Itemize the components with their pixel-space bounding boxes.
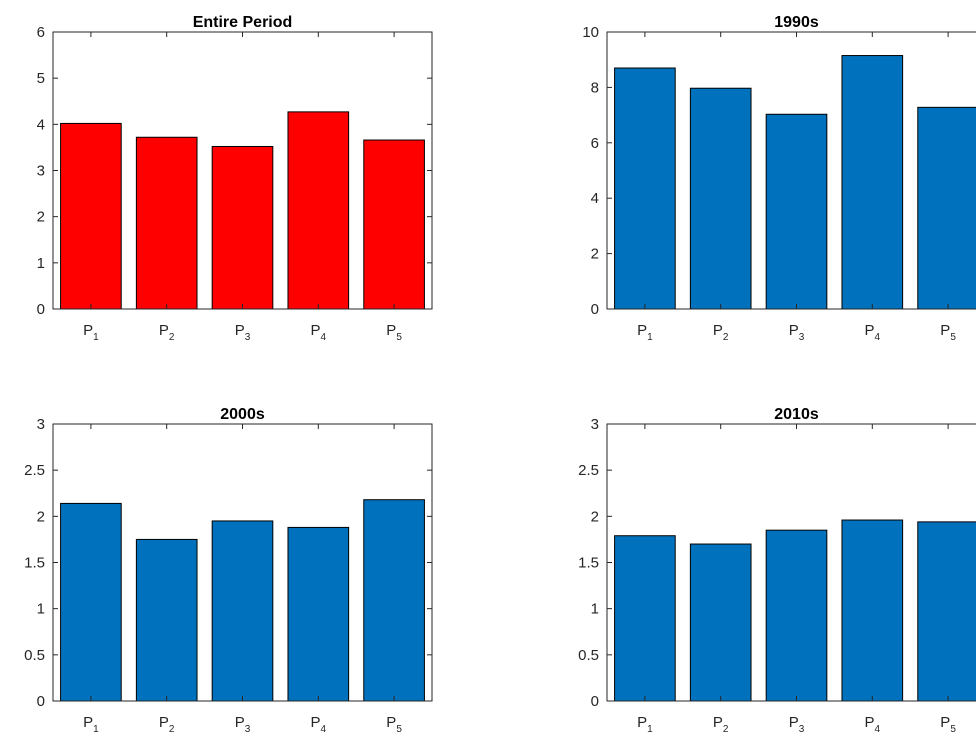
x-tick-label: P2 [159, 714, 175, 735]
chart-title: 2000s [220, 406, 265, 423]
y-tick-label: 1.5 [24, 555, 45, 572]
x-tick-label: P4 [311, 714, 327, 735]
bar [689, 543, 752, 702]
bar [765, 113, 828, 310]
x-tick-label: P1 [637, 714, 653, 735]
y-tick-label: 1 [37, 255, 45, 272]
x-tick-label: P3 [789, 714, 805, 735]
y-tick-label: 4 [591, 190, 599, 207]
y-tick-label: 6 [37, 24, 45, 41]
y-tick-label: 3 [37, 416, 45, 433]
y-tick-label: 5 [37, 70, 45, 87]
y-tick-label: 0 [591, 301, 599, 318]
y-tick-label: 0.5 [24, 647, 45, 664]
x-tick-label: P1 [637, 322, 653, 343]
x-tick-label: P3 [789, 322, 805, 343]
y-tick-label: 8 [591, 79, 599, 96]
y-tick-label: 6 [591, 135, 599, 152]
y-tick-label: 0 [37, 693, 45, 710]
bar [211, 520, 274, 702]
y-tick-label: 0.5 [578, 647, 599, 664]
x-tick-label: P2 [713, 322, 729, 343]
bar [689, 87, 752, 310]
y-tick-label: 10 [582, 24, 599, 41]
y-tick-label: 2.5 [578, 462, 599, 479]
x-tick-label: P4 [865, 714, 881, 735]
x-tick-label: P5 [386, 322, 402, 343]
bar [135, 136, 198, 310]
y-tick-label: 2 [591, 508, 599, 525]
y-tick-label: 1 [591, 601, 599, 618]
x-tick-label: P1 [83, 714, 99, 735]
bar [841, 519, 904, 702]
chart-title: Entire Period [193, 14, 293, 31]
y-tick-label: 2.5 [24, 462, 45, 479]
chart-panel-2000s: 0 0.5 1 1.5 2 2.5 3 P1 P2 P3 P4 P5 2000s [24, 406, 433, 735]
x-tick-label: P2 [159, 322, 175, 343]
chart-panel-entire-period: 0 1 2 3 4 5 6 P1 P2 P3 P4 P5 Entire Period [37, 14, 433, 343]
bar [614, 67, 676, 310]
bar [765, 529, 828, 702]
y-tick-label: 3 [591, 416, 599, 433]
bar [841, 55, 904, 310]
x-tick-label: P3 [235, 322, 251, 343]
bar [917, 106, 976, 310]
bar [614, 535, 676, 702]
bar [917, 521, 976, 702]
y-tick-label: 2 [37, 209, 45, 226]
bar [211, 145, 274, 310]
y-tick-label: 0 [591, 693, 599, 710]
chart-panel-2010s: 0 0.5 1 1.5 2 2.5 3 P1 P2 P3 P4 P5 2010s [578, 406, 976, 735]
bar [60, 122, 122, 310]
y-tick-label: 1.5 [578, 555, 599, 572]
x-tick-label: P5 [386, 714, 402, 735]
bar [60, 502, 122, 702]
x-tick-label: P4 [311, 322, 327, 343]
x-tick-label: P2 [713, 714, 729, 735]
x-tick-label: P4 [865, 322, 881, 343]
chart-panel-1990s: 0 2 4 6 8 10 P1 P2 P3 P4 P5 1990s [582, 14, 976, 343]
x-tick-label: P5 [940, 714, 956, 735]
bar [135, 538, 198, 702]
y-tick-label: 3 [37, 163, 45, 180]
x-tick-label: P3 [235, 714, 251, 735]
chart-title: 1990s [774, 14, 819, 31]
bar [287, 111, 350, 310]
y-tick-label: 2 [37, 508, 45, 525]
bar [363, 139, 425, 310]
x-tick-label: P5 [940, 322, 956, 343]
y-tick-label: 4 [37, 116, 45, 133]
bar [287, 526, 350, 702]
y-tick-label: 1 [37, 601, 45, 618]
chart-title: 2010s [774, 406, 819, 423]
bar [363, 499, 425, 702]
y-tick-label: 2 [591, 246, 599, 263]
x-tick-label: P1 [83, 322, 99, 343]
y-tick-label: 0 [37, 301, 45, 318]
